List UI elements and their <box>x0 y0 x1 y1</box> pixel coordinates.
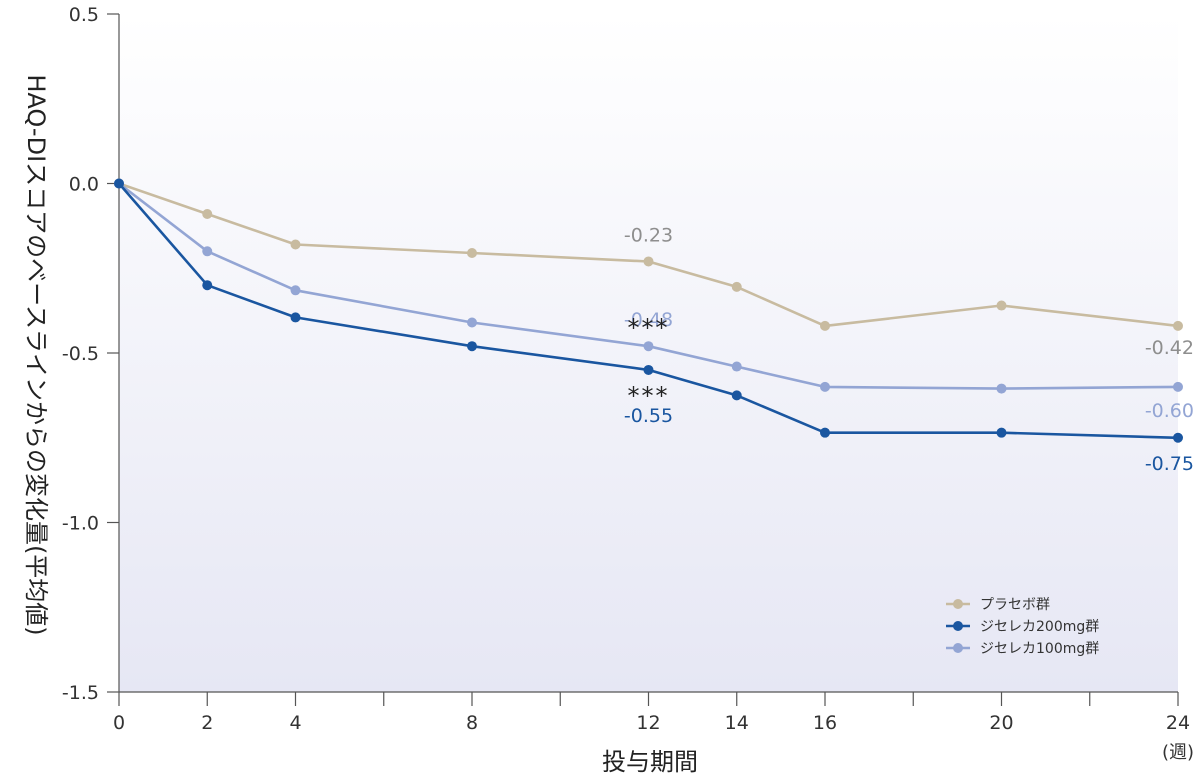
data-point <box>114 178 124 189</box>
series-layer <box>114 178 1183 443</box>
data-point <box>202 209 213 220</box>
x-tick-label: 8 <box>466 712 478 734</box>
axes: 0.50.0-0.5-1.0-1.50 2 4 8 12 14 16 20 24 <box>62 4 1190 734</box>
data-point <box>1173 320 1183 331</box>
significance-marker: *** <box>628 382 670 410</box>
x-axis-title: 投与期間 <box>602 748 698 776</box>
x-tick-label: 0 <box>113 712 125 734</box>
data-point <box>1173 381 1183 392</box>
y-tick-label: 0.0 <box>69 174 99 196</box>
x-axis-unit: (週) <box>1162 742 1194 763</box>
annotations: -0.23-0.48******-0.55-0.42-0.60-0.75 <box>624 224 1194 474</box>
data-point <box>202 280 213 291</box>
data-point <box>290 239 301 250</box>
data-point <box>643 364 654 375</box>
legend-swatch-marker <box>953 643 963 653</box>
legend-label: ジセレカ100mg群 <box>980 641 1099 657</box>
data-point <box>731 390 742 401</box>
data-point <box>996 300 1007 311</box>
x-tick-label: 20 <box>989 712 1013 734</box>
data-point <box>820 320 830 331</box>
data-point <box>731 361 742 372</box>
data-point <box>467 341 477 352</box>
data-label: -0.75 <box>1145 453 1194 475</box>
data-point <box>1173 432 1183 443</box>
legend-label: ジセレカ200mg群 <box>980 619 1099 635</box>
data-point <box>290 312 301 323</box>
data-label: -0.48 <box>624 309 673 331</box>
y-tick-label: -1.0 <box>62 513 99 535</box>
legend-item: ジセレカ100mg群 <box>946 641 1099 657</box>
x-tick-label: 14 <box>725 712 749 734</box>
data-point <box>467 317 477 328</box>
y-tick-label: -1.5 <box>62 682 99 704</box>
legend-item: ジセレカ200mg群 <box>946 619 1099 635</box>
plot-background <box>119 14 1178 692</box>
data-point <box>731 281 742 292</box>
legend-swatch-marker <box>953 599 963 609</box>
data-point <box>820 381 830 392</box>
x-tick-label: 4 <box>289 712 301 734</box>
x-tick-label: 2 <box>201 712 213 734</box>
x-tick-label: 12 <box>636 712 660 734</box>
data-point <box>467 247 477 258</box>
y-tick-label: -0.5 <box>62 343 99 365</box>
data-point <box>820 427 830 438</box>
data-point <box>996 427 1007 438</box>
data-label: -0.23 <box>624 224 673 246</box>
data-point <box>996 383 1007 394</box>
y-tick-label: 0.5 <box>69 4 99 26</box>
data-label: -0.55 <box>624 405 673 427</box>
legend-label: プラセボ群 <box>980 597 1050 613</box>
data-point <box>202 246 213 257</box>
data-point <box>290 285 301 296</box>
data-label: -0.60 <box>1145 400 1194 422</box>
y-axis-title: HAQ-DIスコアのベースラインからの変化量(平均値) <box>22 74 50 635</box>
x-tick-label: 24 <box>1166 712 1190 734</box>
legend-item: プラセボ群 <box>946 597 1050 613</box>
data-label: -0.42 <box>1145 337 1194 359</box>
legend-swatch-marker <box>953 621 963 631</box>
significance-marker: *** <box>628 314 670 342</box>
x-tick-label: 16 <box>813 712 837 734</box>
data-point <box>643 256 654 267</box>
data-point <box>643 341 654 352</box>
series-1 <box>114 178 1183 443</box>
